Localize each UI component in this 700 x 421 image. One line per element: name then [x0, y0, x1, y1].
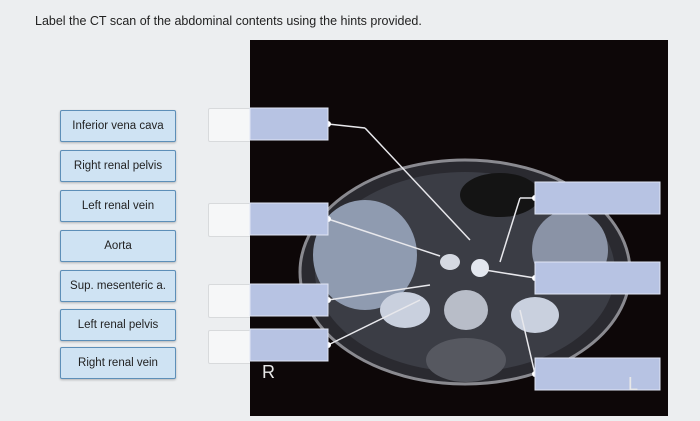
drop-target[interactable] [249, 107, 329, 141]
empty-slot [208, 284, 252, 318]
empty-slot [208, 108, 252, 142]
drop-targets [249, 107, 661, 391]
leader-lines [327, 123, 536, 375]
draggable-label[interactable]: Aorta [60, 230, 176, 262]
draggable-label[interactable]: Left renal vein [60, 190, 176, 222]
aorta [471, 259, 489, 277]
instruction: Label the CT scan of the abdominal conte… [35, 14, 422, 28]
drop-target[interactable] [249, 202, 329, 236]
drop-target[interactable] [534, 357, 661, 391]
bowel-gas [460, 173, 540, 217]
draggable-label[interactable]: Left renal pelvis [60, 309, 176, 341]
empty-slot [208, 203, 252, 237]
side-marker-l: L [628, 374, 638, 394]
drop-target[interactable] [534, 261, 661, 295]
drop-target[interactable] [249, 283, 329, 317]
liver [313, 200, 417, 310]
side-marker-r: R [262, 362, 275, 382]
draggable-label[interactable]: Sup. mesenteric a. [60, 270, 176, 302]
left-kidney [511, 297, 559, 333]
right-kidney [380, 292, 430, 328]
ivc [440, 254, 460, 270]
draggable-label[interactable]: Inferior vena cava [60, 110, 176, 142]
drop-target[interactable] [249, 328, 329, 362]
drop-target[interactable] [534, 181, 661, 215]
draggable-label[interactable]: Right renal vein [60, 347, 176, 379]
back-muscles [426, 338, 506, 382]
vertebra [444, 290, 488, 330]
draggable-label[interactable]: Right renal pelvis [60, 150, 176, 182]
